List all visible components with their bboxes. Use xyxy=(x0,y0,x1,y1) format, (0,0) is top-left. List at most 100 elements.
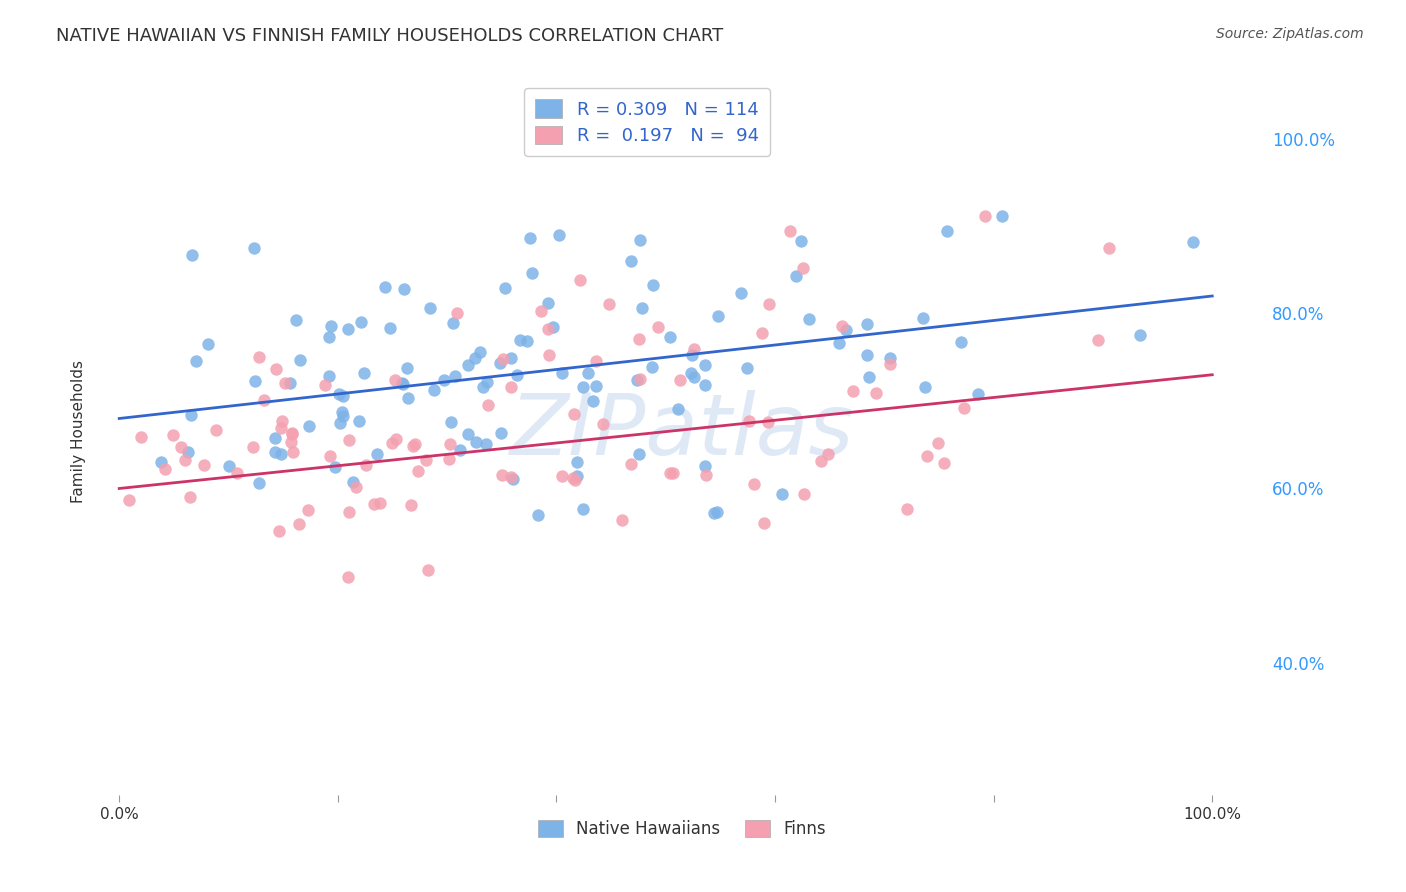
Point xyxy=(264,362,287,376)
Point xyxy=(170,440,193,454)
Point xyxy=(349,315,371,329)
Point xyxy=(395,361,418,376)
Point xyxy=(129,430,152,444)
Point xyxy=(592,417,614,432)
Point xyxy=(707,309,730,323)
Point xyxy=(509,333,531,347)
Point xyxy=(641,359,664,374)
Point xyxy=(879,351,901,365)
Point xyxy=(706,505,728,519)
Point xyxy=(162,427,184,442)
Point xyxy=(404,436,426,450)
Point xyxy=(658,466,681,480)
Point xyxy=(679,366,702,380)
Point xyxy=(896,502,918,516)
Point xyxy=(402,438,425,452)
Point xyxy=(927,435,949,450)
Point xyxy=(242,440,264,454)
Point xyxy=(391,376,413,390)
Point xyxy=(537,296,560,310)
Point xyxy=(344,480,367,494)
Point xyxy=(630,301,652,315)
Point xyxy=(543,320,565,334)
Point xyxy=(551,366,574,380)
Point xyxy=(288,517,311,532)
Point xyxy=(492,351,515,366)
Point xyxy=(967,387,990,401)
Point xyxy=(181,247,204,261)
Point xyxy=(280,435,302,450)
Point xyxy=(831,319,853,334)
Point xyxy=(858,370,880,384)
Point xyxy=(270,447,292,461)
Point xyxy=(446,306,468,320)
Point xyxy=(598,297,620,311)
Point xyxy=(568,273,591,287)
Point xyxy=(612,513,634,527)
Point xyxy=(576,366,599,380)
Point xyxy=(337,505,360,519)
Point xyxy=(278,376,301,391)
Point xyxy=(281,426,304,441)
Point xyxy=(548,227,571,242)
Point xyxy=(499,470,522,484)
Point xyxy=(502,472,524,486)
Point xyxy=(249,351,271,365)
Point xyxy=(269,524,291,539)
Point xyxy=(565,455,588,469)
Point xyxy=(564,473,586,487)
Point xyxy=(695,467,717,482)
Point xyxy=(392,282,415,296)
Point xyxy=(538,348,561,362)
Point xyxy=(416,563,439,577)
Point xyxy=(150,455,173,469)
Point xyxy=(626,372,648,386)
Point xyxy=(399,498,422,512)
Point xyxy=(415,453,437,467)
Point xyxy=(319,318,342,333)
Point xyxy=(464,351,486,366)
Point xyxy=(457,358,479,372)
Point xyxy=(537,322,560,336)
Point xyxy=(681,348,703,362)
Point xyxy=(793,486,815,500)
Point xyxy=(501,351,523,365)
Point xyxy=(799,312,821,326)
Point xyxy=(472,380,495,394)
Point xyxy=(337,570,360,584)
Point xyxy=(572,380,595,394)
Point xyxy=(328,387,350,401)
Point xyxy=(911,310,934,325)
Point xyxy=(457,426,479,441)
Point xyxy=(285,312,308,326)
Point xyxy=(628,332,651,346)
Point xyxy=(332,405,354,419)
Point xyxy=(551,468,574,483)
Point xyxy=(666,402,689,417)
Point xyxy=(342,475,364,489)
Point xyxy=(562,470,585,484)
Point xyxy=(475,375,498,389)
Point xyxy=(247,476,270,491)
Point xyxy=(392,376,415,391)
Point xyxy=(754,516,776,530)
Point xyxy=(179,490,201,504)
Point xyxy=(477,398,499,412)
Point xyxy=(516,334,538,348)
Point xyxy=(283,445,305,459)
Point xyxy=(298,418,321,433)
Point xyxy=(620,457,643,471)
Point xyxy=(1129,328,1152,343)
Point xyxy=(693,459,716,474)
Point xyxy=(332,409,354,424)
Point xyxy=(662,467,685,481)
Point xyxy=(318,330,340,344)
Point xyxy=(520,266,543,280)
Point xyxy=(270,414,292,428)
Point xyxy=(381,436,404,450)
Point xyxy=(439,437,461,451)
Point xyxy=(374,280,396,294)
Point xyxy=(243,241,266,255)
Point xyxy=(491,468,513,483)
Point xyxy=(339,433,361,447)
